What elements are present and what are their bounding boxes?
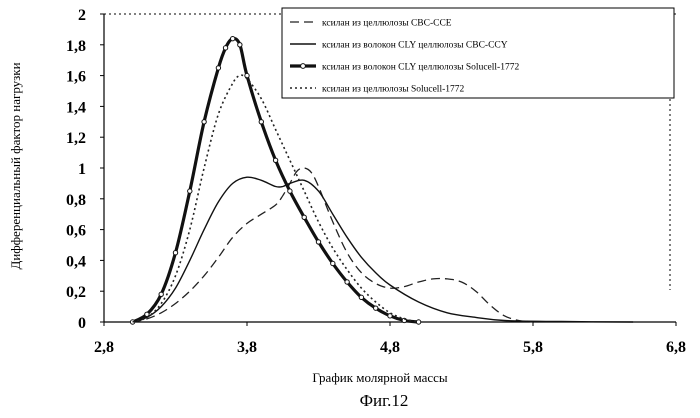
chart-series-layer	[129, 35, 634, 325]
series-point-3	[215, 65, 222, 71]
series-point-3	[172, 250, 179, 256]
x-tick-label: 2,8	[94, 339, 114, 356]
series-point-3	[201, 119, 207, 125]
y-tick-label: 1,2	[66, 130, 86, 147]
legend-label-4: ксилан из целлюлозы Solucell-1772	[322, 85, 464, 95]
legend-label-1: ксилан из целлюлозы CBC-CCE	[322, 19, 452, 29]
legend-box	[281, 7, 675, 99]
chart-legend: ксилан из целлюлозы CBC-CCE ксилан из вол…	[281, 7, 675, 99]
x-tick-label: 6,8	[666, 339, 686, 356]
y-tick-label: 0,8	[66, 192, 86, 209]
y-axis-label: Дифференциальный фактор нагрузки	[8, 62, 23, 269]
x-axis-label: График молярной массы	[312, 370, 448, 385]
series-point-3	[244, 72, 250, 79]
x-tick-label: 3,8	[237, 339, 257, 356]
y-tick-label: 0	[78, 315, 86, 332]
series-point-3	[330, 260, 336, 267]
y-tick-label: 0,6	[66, 223, 86, 240]
series-point-3	[358, 294, 365, 301]
series-point-3	[415, 319, 422, 325]
series-point-3	[230, 35, 236, 42]
series-point-3	[301, 214, 307, 220]
legend-label-3: ксилан из волокон CLY целлюлозы Solucell…	[322, 63, 519, 73]
y-tick-label: 1,6	[66, 69, 86, 86]
series-point-3	[373, 305, 379, 311]
series-point-3	[144, 311, 150, 317]
y-tick-label: 0,2	[66, 284, 86, 301]
y-tick-label: 0,4	[66, 253, 86, 270]
series-point-3	[222, 45, 229, 51]
series-line-4	[132, 74, 419, 323]
y-tick-label: 1	[78, 161, 86, 178]
series-point-3	[344, 279, 350, 285]
legend-label-2: ксилан из волокон CLY целлюлозы CBC-CCY	[322, 41, 508, 51]
y-tick-label: 1,4	[66, 99, 86, 116]
series-point-3	[387, 313, 393, 319]
chart-axes: 0 0,2 0,4 0,6 0,8 1 1,2 1,4 1,6 1,8 2 2,8 3,8 4,8 5,8 6…	[66, 7, 686, 356]
legend-marker-3	[300, 63, 306, 69]
series-point-3	[258, 119, 264, 125]
series-point-3	[158, 291, 164, 297]
figure-caption: Фиг.12	[360, 391, 409, 410]
x-tick-label: 5,8	[523, 339, 543, 356]
y-tick-label: 2	[78, 7, 86, 24]
series-point-3	[187, 188, 193, 194]
series-point-3	[315, 239, 322, 245]
series-line-1	[132, 167, 534, 323]
series-point-3	[272, 157, 279, 164]
series-line-2	[132, 176, 634, 323]
x-tick-label: 4,8	[380, 339, 400, 356]
series-point-3	[287, 188, 293, 194]
series-point-3	[237, 42, 243, 48]
y-tick-label: 1,8	[66, 38, 86, 55]
